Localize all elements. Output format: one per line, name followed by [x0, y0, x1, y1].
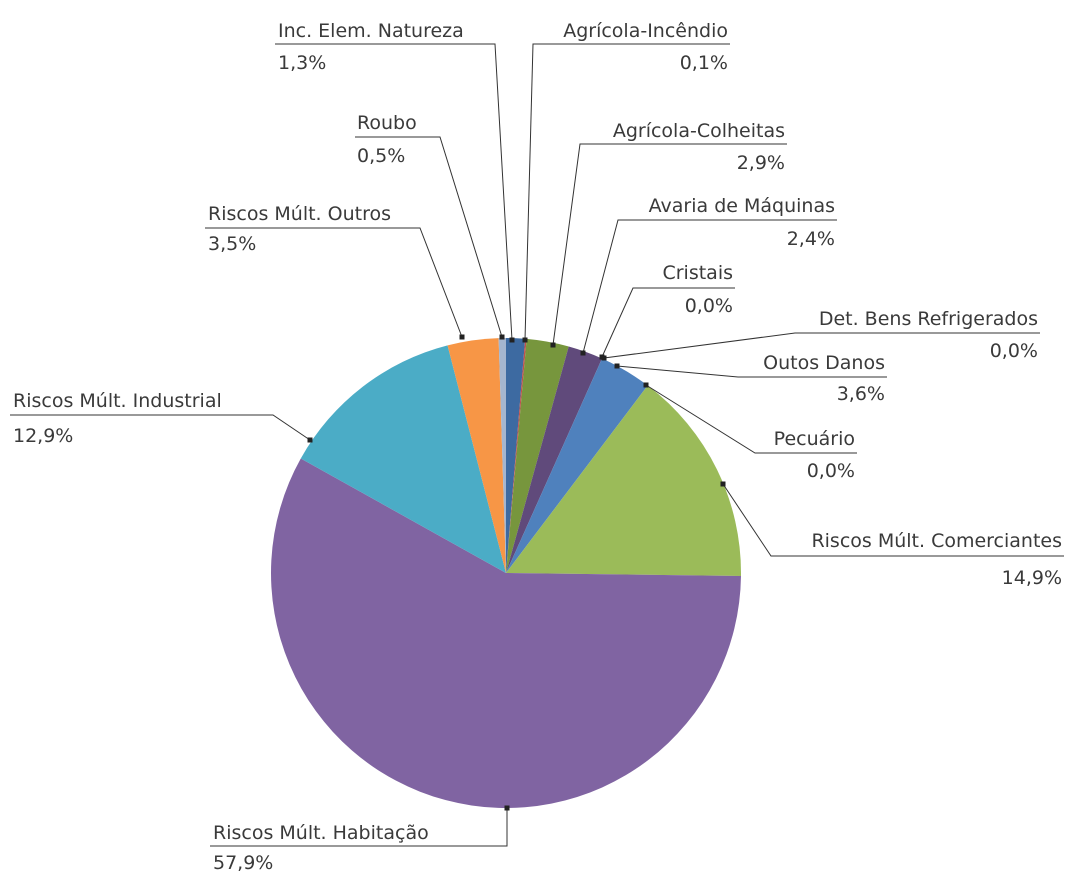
- slice-value-label: 0,0%: [685, 295, 733, 317]
- pie-slice: [447, 338, 506, 573]
- leader-line: [552, 143, 787, 346]
- pie-slice: [498, 338, 506, 573]
- leader-line: [355, 136, 503, 338]
- slice-label: Agrícola-Incêndio: [563, 20, 728, 42]
- slice-value-label: 3,6%: [837, 383, 885, 405]
- leader-line: [275, 43, 513, 341]
- slice-label: Pecuário: [774, 428, 855, 450]
- leader-line: [645, 384, 857, 454]
- slice-label: Riscos Múlt. Outros: [208, 203, 391, 225]
- slice-label: Inc. Elem. Natureza: [278, 20, 464, 42]
- slice-value-label: 3,5%: [208, 233, 256, 255]
- pie-slice: [506, 385, 741, 576]
- pie-slice: [506, 346, 603, 573]
- slice-value-label: 57,9%: [213, 852, 273, 874]
- leader-line: [616, 365, 887, 378]
- pie-slice: [506, 338, 527, 573]
- slice-label: Agrícola-Colheitas: [613, 120, 785, 142]
- slice-label: Det. Bens Refrigerados: [819, 308, 1038, 330]
- leader-dot: [307, 437, 313, 443]
- leader-dot: [720, 481, 726, 487]
- slice-label: Roubo: [357, 112, 417, 134]
- slice-label: Riscos Múlt. Habitação: [213, 822, 429, 844]
- leader-line: [205, 227, 463, 338]
- pie-slice: [300, 345, 506, 573]
- slice-value-label: 0,1%: [680, 52, 728, 74]
- leader-dot: [580, 350, 586, 356]
- slice-value-label: 2,9%: [737, 152, 785, 174]
- leader-line: [210, 808, 508, 847]
- slice-value-label: 2,4%: [787, 228, 835, 250]
- slice-value-label: 14,9%: [1002, 567, 1062, 589]
- slice-value-label: 0,0%: [990, 340, 1038, 362]
- leader-line: [601, 287, 735, 358]
- leader-dot: [550, 342, 556, 348]
- slice-label: Riscos Múlt. Comerciantes: [811, 530, 1062, 552]
- leader-dot: [522, 337, 528, 343]
- slice-label: Avaria de Máquinas: [649, 195, 835, 217]
- slice-label: Outos Danos: [763, 352, 885, 374]
- leader-line: [10, 414, 311, 441]
- leader-dot: [601, 355, 607, 361]
- leader-dot: [459, 334, 465, 340]
- leader-line: [722, 483, 1064, 557]
- leader-dot: [499, 334, 505, 340]
- leader-dot: [643, 382, 649, 388]
- slice-label: Cristais: [662, 262, 733, 284]
- slice-value-label: 0,5%: [357, 145, 405, 167]
- slice-value-label: 1,3%: [278, 52, 326, 74]
- leader-line: [582, 219, 837, 354]
- leader-dot: [509, 337, 515, 343]
- pie-slice: [506, 358, 648, 573]
- slice-value-label: 12,9%: [13, 425, 73, 447]
- leader-line: [524, 43, 730, 341]
- slice-value-label: 0,0%: [807, 460, 855, 482]
- slice-label: Riscos Múlt. Industrial: [13, 390, 222, 412]
- pie-slice: [270, 458, 741, 809]
- leader-dot: [504, 805, 510, 811]
- leader-line: [603, 332, 1040, 359]
- leader-dot: [614, 363, 620, 369]
- pie-slice: [506, 338, 569, 573]
- pie-slice: [506, 338, 526, 573]
